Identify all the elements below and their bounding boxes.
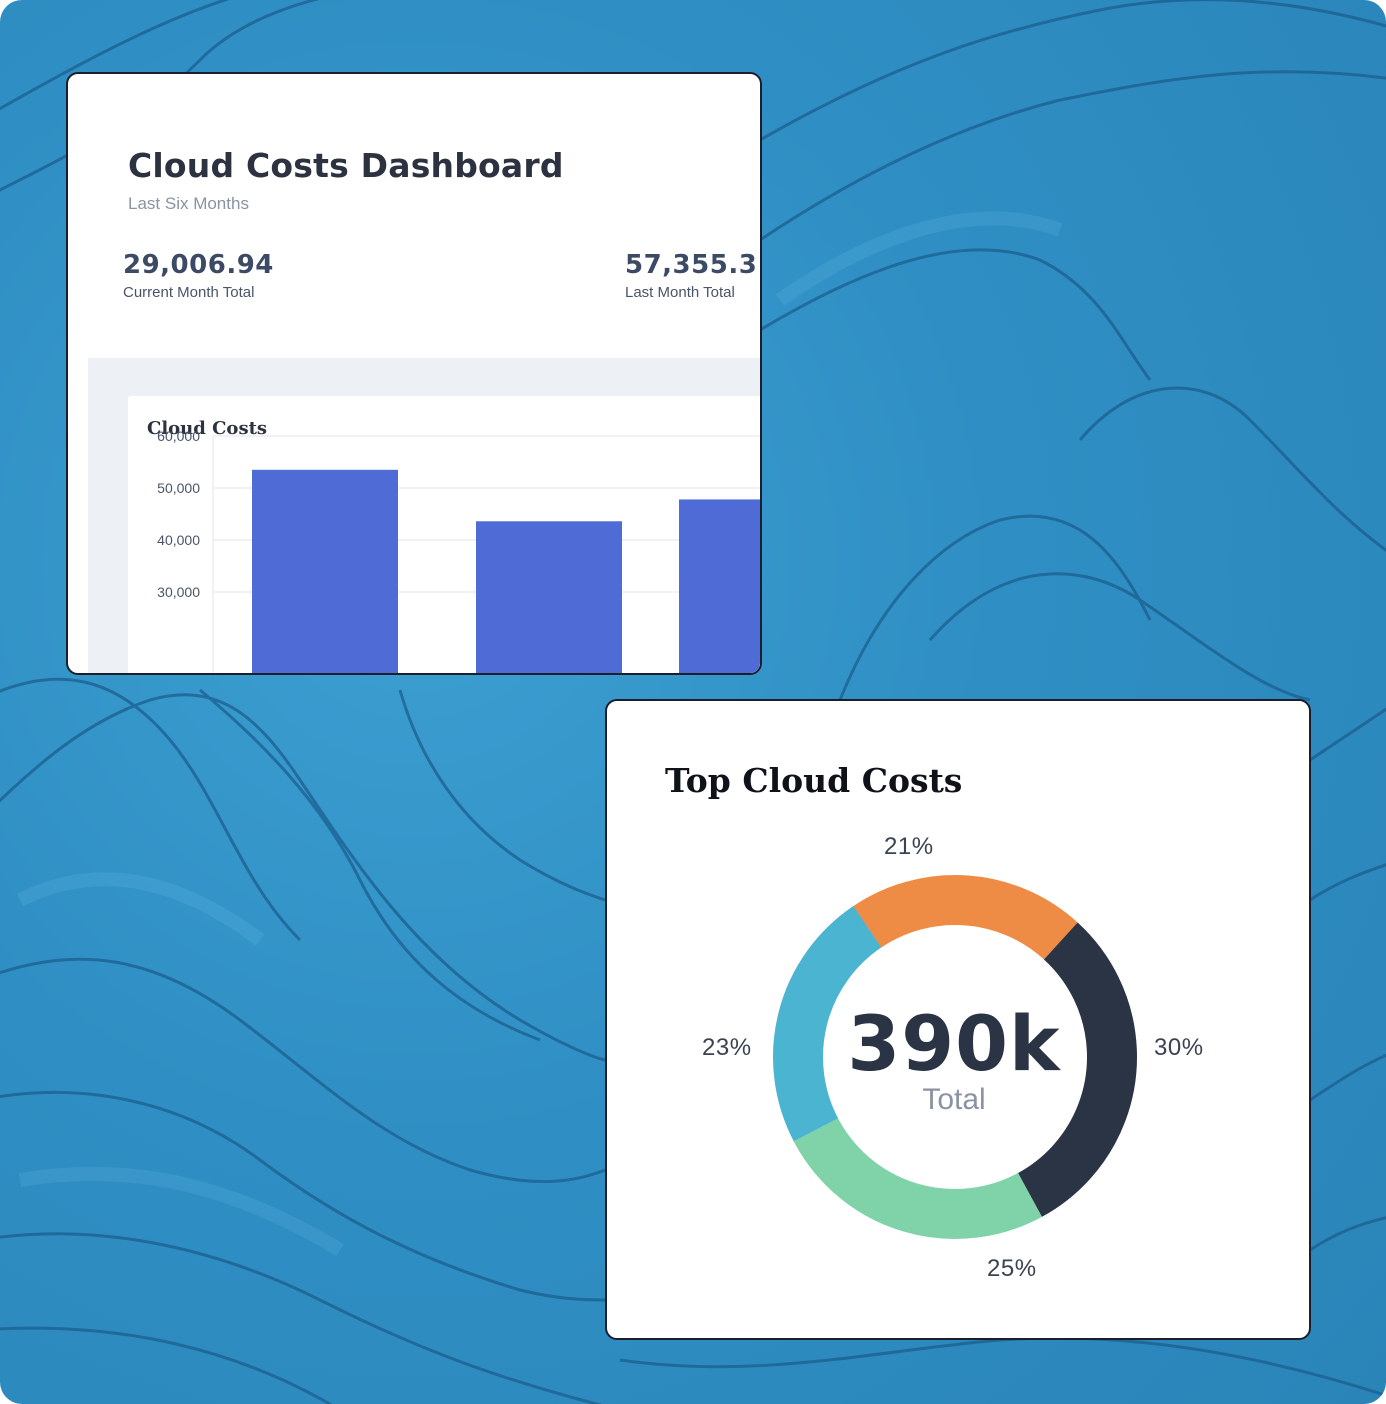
bar [476, 521, 622, 673]
slice-label-orange: 21% [884, 833, 934, 860]
donut-slice [772, 875, 1137, 1239]
y-tick-label: 50,000 [157, 480, 200, 496]
slice-label-dark: 30% [1154, 1034, 1204, 1061]
bar-chart-title: Cloud Costs [147, 418, 268, 439]
top-costs-title: Top Cloud Costs [665, 761, 963, 800]
chart-area: Cloud Costs 30,000 40,000 50,000 60,000 [88, 358, 760, 673]
donut-total-label: Total [922, 1083, 986, 1116]
donut-center: 390k Total [804, 1001, 1104, 1117]
dashboard-subtitle: Last Six Months [128, 194, 249, 213]
last-month-total-value: 57,355.3 [625, 250, 758, 280]
bar [252, 469, 398, 673]
top-cloud-costs-donut-chart [772, 874, 1137, 1239]
donut-total-value: 390k [847, 999, 1061, 1088]
slice-label-blue: 23% [702, 1034, 752, 1061]
donut-slice [773, 875, 1137, 1239]
cloud-costs-chart-card: Cloud Costs 30,000 40,000 50,000 60,000 [128, 396, 760, 673]
y-tick-label: 30,000 [157, 584, 200, 600]
top-cloud-costs-card: Top Cloud Costs 390k Total 21% 30% 25% 2… [605, 699, 1311, 1340]
cloud-costs-bar-chart: 30,000 40,000 50,000 60,000 [157, 428, 760, 673]
y-tick-label: 40,000 [157, 532, 200, 548]
current-month-total-value: 29,006.94 [123, 250, 274, 280]
y-tick-label: 60,000 [157, 428, 200, 444]
current-month-total-label: Current Month Total [123, 284, 255, 301]
bar [679, 499, 760, 673]
cloud-costs-dashboard-card: Cloud Costs Dashboard Last Six Months 29… [66, 72, 762, 675]
current-month-stat: 29,006.94 Current Month Total [123, 250, 274, 301]
last-month-total-label: Last Month Total [625, 284, 735, 301]
last-month-stat: 57,355.3 Last Month Total [625, 250, 757, 301]
slice-label-green: 25% [987, 1255, 1037, 1282]
dashboard-title: Cloud Costs Dashboard [128, 146, 564, 185]
